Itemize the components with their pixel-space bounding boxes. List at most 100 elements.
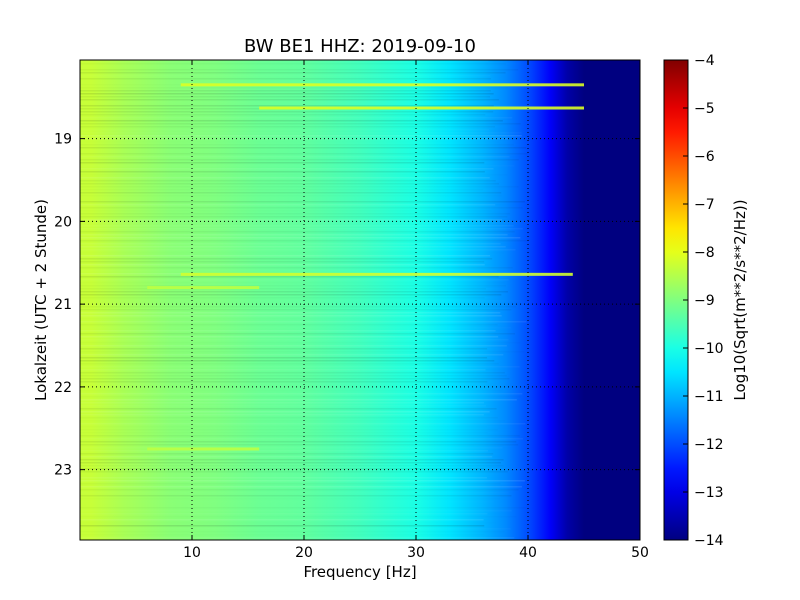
chart-title: BW BE1 HHZ: 2019-09-10 [244,36,476,57]
texture-row [80,402,485,404]
texture-row [80,525,485,527]
texture-row [80,438,524,440]
texture-row [80,129,489,131]
texture-row [80,306,516,308]
colorbar: −4 −5 −6 −7 −8 −9 −10 −11 −12 −13 −14 Log10(Sqrt(m… [663,53,749,549]
texture-row [80,117,513,119]
texture-row [80,393,523,395]
texture-row [80,180,496,182]
texture-row [80,69,519,71]
texture-row [80,411,490,413]
texture-row [80,279,509,281]
texture-row [80,231,515,233]
x-tick-label: 30 [407,545,425,561]
texture-row [80,81,527,83]
texture-row [80,222,513,224]
plot-area: 10 20 30 40 50 19 20 21 22 23 [54,59,649,561]
texture-row [80,213,510,215]
texture-row [80,381,488,383]
texture-row [80,78,492,80]
texture-row [80,138,509,140]
texture-row [80,249,516,251]
texture-row [80,114,486,116]
y-tick-label: 23 [54,463,72,479]
texture-row [80,510,512,512]
texture-row [80,321,527,323]
y-axis-ticks: 19 20 21 22 23 [54,132,640,479]
texture-row [80,330,496,332]
x-tick-label: 10 [183,545,201,561]
texture-row [80,186,519,188]
texture-row [80,414,484,416]
texture-row [80,315,502,317]
texture-row [80,528,511,530]
texture-row [80,534,485,536]
texture-row [80,537,515,539]
texture-row [80,474,502,476]
texture-row [80,501,494,503]
texture-row [80,483,501,485]
grid-lines [80,60,640,540]
texture-row [80,333,515,335]
texture-row [80,192,502,194]
texture-row [80,498,500,500]
texture-row [80,303,496,305]
texture-row [80,99,499,101]
texture-row [80,252,504,254]
texture-row [80,147,527,149]
texture-row [80,111,494,113]
texture-row [80,282,505,284]
texture-row [80,480,525,482]
colorbar-tick-label: −8 [694,245,715,261]
texture-row [80,63,506,65]
texture-row [80,132,522,134]
texture-row [80,156,510,158]
texture-row [80,228,523,230]
texture-row [80,234,508,236]
texture-row [80,495,512,497]
texture-row [80,462,502,464]
texture-row [80,357,488,359]
colorbar-tick-label: −9 [694,293,715,309]
texture-row [80,261,485,263]
colorbar-tick-label: −4 [694,53,715,69]
texture-row [80,297,485,299]
texture-row [80,429,498,431]
texture-row [80,366,520,368]
texture-row [80,345,507,347]
texture-row [80,258,493,260]
x-axis-ticks: 10 20 30 40 50 [183,60,649,561]
colorbar-tick-label: −7 [694,197,715,213]
texture-row [80,198,503,200]
texture-row [80,240,527,242]
texture-row [80,93,494,95]
texture-row [80,477,487,479]
texture-row [80,90,491,92]
texture-row [80,354,504,356]
texture-row [80,183,500,185]
texture-row [80,216,508,218]
texture-row [80,531,504,533]
spectrogram-heatmap [80,60,640,540]
texture-row [80,309,512,311]
y-tick-label: 20 [54,214,72,230]
texture-row [80,363,499,365]
texture-row [80,342,520,344]
texture-row [80,246,506,248]
plot-frame [79,59,641,541]
texture-row [80,417,498,419]
texture-row [80,378,510,380]
texture-row [80,75,490,77]
texture-row [80,444,519,446]
bright-band [180,272,573,276]
colorbar-tick-label: −14 [694,533,724,549]
texture-row [80,285,506,287]
texture-row [80,507,526,509]
texture-row [80,153,528,155]
colorbar-tick-label: −11 [694,389,724,405]
texture-row [80,174,507,176]
texture-row [80,375,507,377]
texture-row [80,225,514,227]
texture-row [80,405,486,407]
texture-row [80,171,485,173]
